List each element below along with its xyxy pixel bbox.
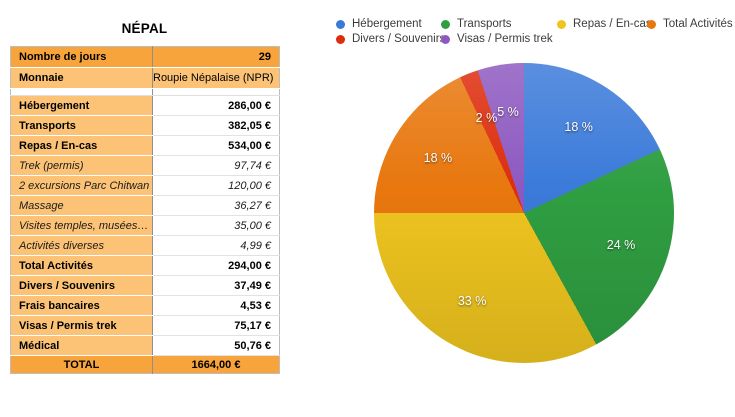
table-row-header: Nombre de jours 29 — [10, 46, 280, 68]
table-row-detail: Activités diverses 4,99 € — [10, 235, 280, 256]
legend-item[interactable]: Transports — [441, 17, 512, 31]
legend-label: Total Activités — [663, 18, 733, 30]
row-label-cell[interactable]: Visites temples, musées… — [10, 215, 153, 236]
row-value-cell[interactable]: 35,00 € — [152, 215, 280, 236]
table-row-category: Divers / Souvenirs 37,49 € — [10, 275, 280, 296]
pie[interactable]: 18 % 24 % 33 % 18 % 2 % 5 % — [374, 63, 674, 363]
row-label-cell[interactable]: Activités diverses — [10, 235, 153, 256]
pie-slice-percent-label: 5 % — [497, 105, 519, 120]
row-label-cell[interactable]: Monnaie — [10, 67, 153, 89]
legend-label: Divers / Souvenirs — [352, 33, 446, 45]
table-title: NÉPAL — [121, 21, 168, 36]
legend-item[interactable]: Total Activités — [647, 17, 733, 31]
table-row-total: TOTAL 1664,00 € — [10, 355, 280, 374]
row-label-cell[interactable]: Massage — [10, 195, 153, 216]
row-value-cell[interactable]: 50,76 € — [152, 335, 280, 356]
legend-item[interactable]: Divers / Souvenirs — [336, 32, 445, 46]
row-label-cell[interactable]: Divers / Souvenirs — [10, 275, 153, 296]
row-value-cell[interactable]: 29 — [152, 46, 280, 68]
row-value-cell[interactable]: 382,05 € — [152, 115, 280, 136]
row-value-cell[interactable]: 1664,00 € — [152, 355, 280, 374]
budget-table: Nombre de jours 29 Monnaie Roupie Népalaise… — [10, 46, 280, 374]
table-row-category: Transports 382,05 € — [10, 115, 280, 136]
row-label-cell[interactable]: Hébergement — [10, 95, 153, 116]
legend-color-dot-icon — [647, 19, 656, 29]
row-label-cell[interactable]: 2 excursions Parc Chitwan — [10, 175, 153, 196]
pie-slice-percent-label: 18 % — [423, 151, 453, 166]
table-row-subheader: Monnaie Roupie Népalaise (NPR) — [10, 67, 280, 89]
table-row-category: Repas / En-cas 534,00 € — [10, 135, 280, 156]
table-row-detail: Massage 36,27 € — [10, 195, 280, 216]
table-row-category: Médical 50,76 € — [10, 335, 280, 356]
pie-slice-percent-label: 33 % — [457, 293, 487, 308]
row-value-cell[interactable]: 97,74 € — [152, 155, 280, 176]
row-label-cell[interactable]: Total Activités — [10, 255, 153, 276]
pie-slice-percent-label: 24 % — [606, 237, 636, 252]
table-row-category: Total Activités 294,00 € — [10, 255, 280, 276]
legend-color-dot-icon — [336, 19, 345, 29]
pie-slice-percent-label: 2 % — [475, 111, 498, 126]
table-row-spacer — [10, 88, 280, 96]
row-label-cell[interactable]: Médical — [10, 335, 153, 356]
row-label-cell[interactable]: TOTAL — [10, 355, 153, 374]
pie-slice-percent-label: 18 % — [564, 119, 593, 134]
row-label-cell[interactable]: Frais bancaires — [10, 295, 153, 316]
table-row-category: Frais bancaires 4,53 € — [10, 295, 280, 316]
legend-item[interactable]: Hébergement — [336, 17, 422, 31]
legend-color-dot-icon — [441, 19, 450, 29]
row-value-cell[interactable]: 4,53 € — [152, 295, 280, 316]
table-row-category: Hébergement 286,00 € — [10, 95, 280, 116]
legend-item[interactable]: Visas / Permis trek — [441, 32, 553, 46]
legend-color-dot-icon — [336, 34, 345, 44]
row-value-cell[interactable]: 286,00 € — [152, 95, 280, 116]
row-label-cell[interactable]: Repas / En-cas — [10, 135, 153, 156]
row-label-cell[interactable]: Nombre de jours — [10, 46, 153, 68]
legend-color-dot-icon — [441, 34, 450, 44]
table-row-detail: Trek (permis) 97,74 € — [10, 155, 280, 176]
row-label-cell[interactable] — [10, 88, 153, 96]
table-row-category: Visas / Permis trek 75,17 € — [10, 315, 280, 336]
row-value-cell[interactable]: 36,27 € — [152, 195, 280, 216]
legend-label: Visas / Permis trek — [457, 33, 553, 45]
legend-label: Hébergement — [352, 18, 422, 30]
legend-label: Transports — [457, 18, 512, 30]
budget-table-panel: NÉPAL Nombre de jours 29 Monnaie Roupie Nép… — [10, 0, 280, 374]
row-value-cell[interactable] — [152, 88, 280, 96]
expenses-pie-chart: Hébergement Transports Repas / En-cas Total… — [330, 0, 735, 417]
row-value-cell[interactable]: 534,00 € — [152, 135, 280, 156]
row-value-cell[interactable]: 294,00 € — [152, 255, 280, 276]
table-row-detail: Visites temples, musées… 35,00 € — [10, 215, 280, 236]
row-label-cell[interactable]: Trek (permis) — [10, 155, 153, 176]
row-label-cell[interactable]: Transports — [10, 115, 153, 136]
row-label-cell[interactable]: Visas / Permis trek — [10, 315, 153, 336]
row-value-cell[interactable]: 4,99 € — [152, 235, 280, 256]
row-value-cell[interactable]: Roupie Népalaise (NPR) — [152, 67, 280, 89]
row-value-cell[interactable]: 75,17 € — [152, 315, 280, 336]
table-row-detail: 2 excursions Parc Chitwan 120,00 € — [10, 175, 280, 196]
legend-label: Repas / En-cas — [573, 18, 652, 30]
row-value-cell[interactable]: 120,00 € — [152, 175, 280, 196]
row-value-cell[interactable]: 37,49 € — [152, 275, 280, 296]
legend-color-dot-icon — [557, 19, 566, 29]
legend-item[interactable]: Repas / En-cas — [557, 17, 652, 31]
